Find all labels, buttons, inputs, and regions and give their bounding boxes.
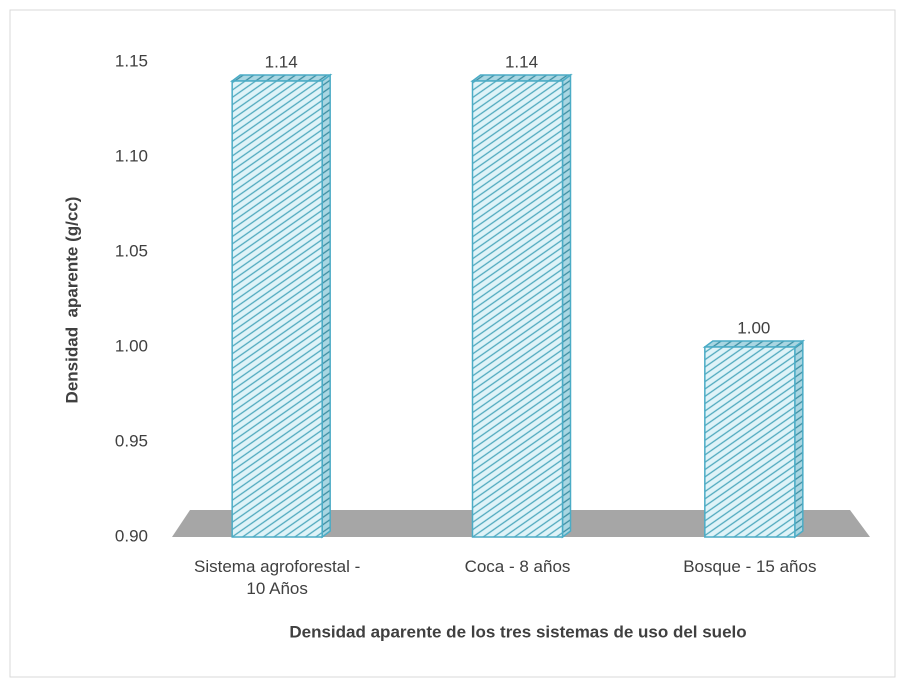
x-tick-label: Coca - 8 años <box>464 557 571 576</box>
y-tick-label: 1.10 <box>115 146 148 165</box>
bar-top <box>470 74 573 82</box>
x-tick-label: Sistema agroforestal - 10 Años <box>194 557 361 598</box>
bar-top <box>229 74 333 82</box>
y-tick-label: 0.95 <box>115 431 148 450</box>
data-label: 1.00 <box>737 318 770 337</box>
x-tick-label: Bosque - 15 años <box>683 557 817 576</box>
bar <box>704 346 796 538</box>
y-tick-label: 1.05 <box>115 241 148 260</box>
bar-side <box>321 73 331 539</box>
y-tick-label: 1.00 <box>115 336 148 355</box>
bar-side <box>794 339 804 539</box>
bar <box>231 80 323 538</box>
y-tick-label: 1.15 <box>115 51 148 70</box>
bar-side <box>561 73 572 539</box>
bar-top <box>702 340 806 348</box>
y-axis-title: Densidad aparente (g/cc) <box>62 197 81 404</box>
chart-border <box>9 9 896 678</box>
x-axis-title: Densidad aparente de los tres sistemas d… <box>289 622 746 641</box>
data-label: 1.14 <box>505 52 538 71</box>
y-tick-label: 0.90 <box>115 526 148 545</box>
bar <box>471 80 564 538</box>
data-label: 1.14 <box>265 52 298 71</box>
